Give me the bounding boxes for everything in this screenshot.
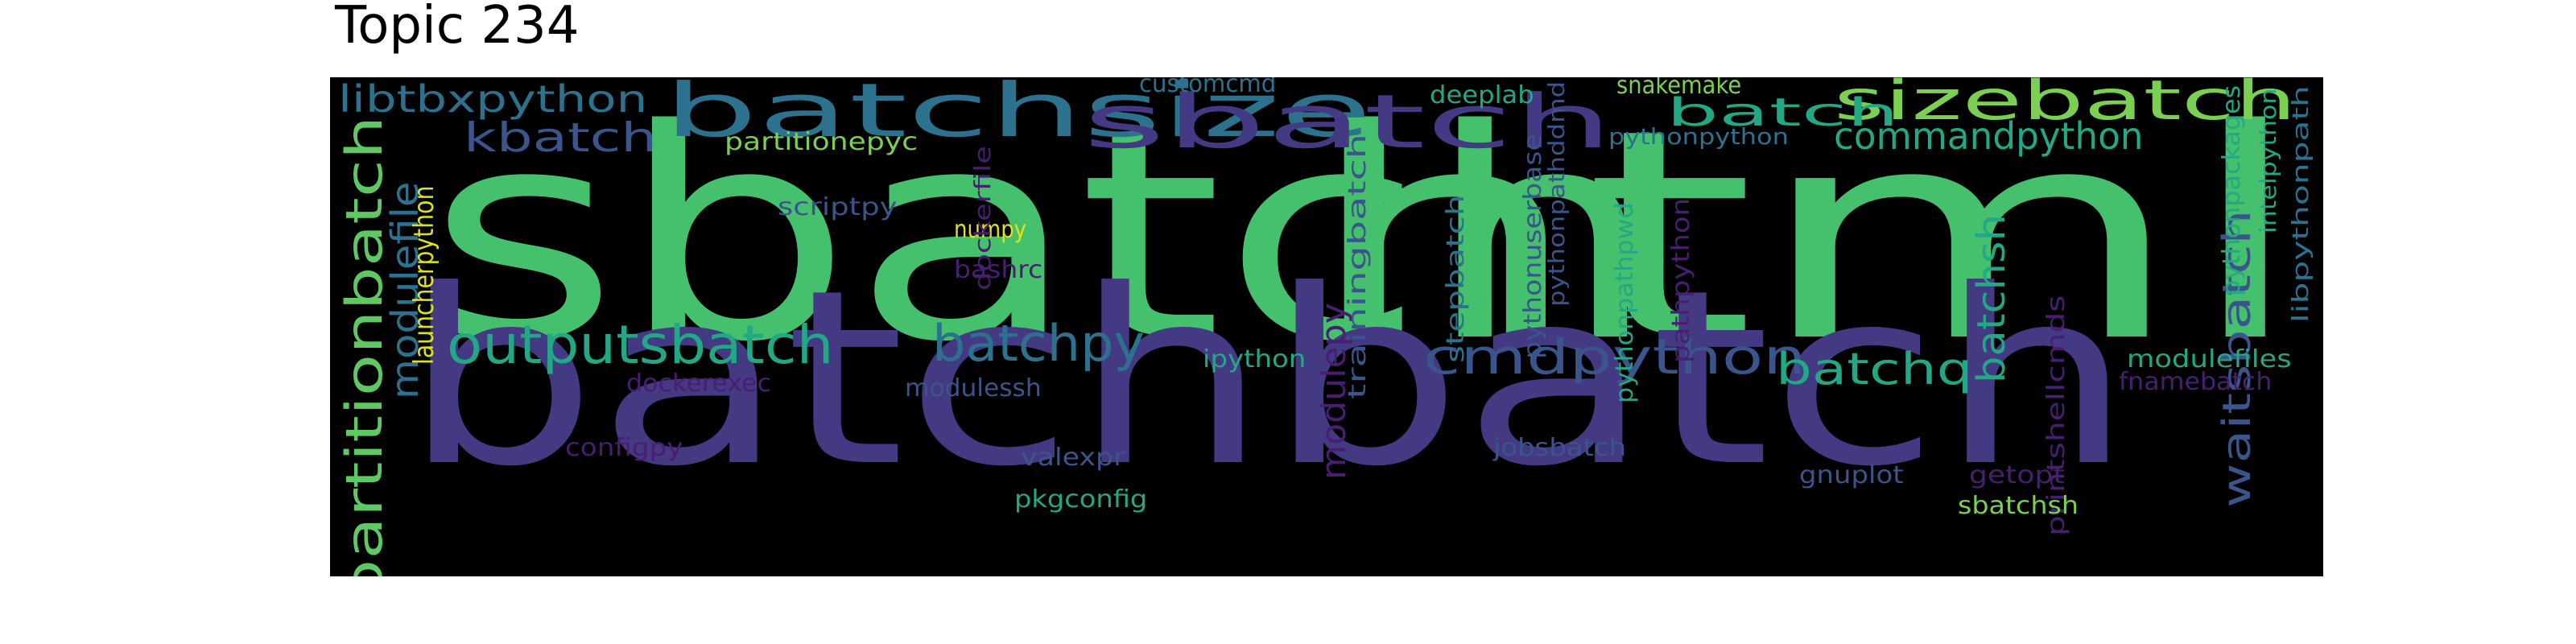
word-pathpython: pathpython [1667,197,1695,363]
word-pythonpython: pythonpython [1608,123,1789,150]
word-kbatch: kbatch [464,114,658,161]
word-batchq: batchq [1776,344,1973,394]
word-batchsh: batchsh [1969,214,2014,383]
word-customcmd: customcmd [1139,77,1277,98]
word-pythonuserbase: pythonuserbase [1519,134,1547,359]
word-batchpy: batchpy [932,314,1146,373]
word-scriptpy: scriptpy [778,193,898,221]
word-pkgconfig: pkgconfig [1014,485,1148,514]
word-numpy: numpy [954,216,1027,244]
word-cmdpython: cmdpython [1423,329,1806,386]
word-sizebatch: sizebatch [1834,77,2297,133]
word-outputsbatch: outputsbatch [447,314,834,376]
word-html: html [1304,77,2307,405]
word-fnamebatch: fnamebatch [2119,368,2273,396]
word-modulessh: modulessh [905,374,1042,402]
word-batch: batch [1666,90,1899,135]
word-libpythonpath: libpythonpath [2287,85,2314,324]
word-dockerfile: dockerfile [969,146,996,291]
word-modulefiles: modulefiles [2127,345,2292,374]
word-gnuplot: gnuplot [1799,461,1904,489]
word-trainingbatch: trainingbatch [1344,134,1372,399]
word-sbatchsh: sbatchsh [1958,492,2079,520]
word-deeplab: deeplab [1430,81,1534,109]
word-intelpython: intelpython [2255,88,2281,233]
word-valexpr: valexpr [1021,444,1125,472]
word-pythonpackages: pythonpackages [2218,85,2246,297]
word-partitionbatch: partitionbatch [335,115,394,576]
word-partitionepyc: partitionepyc [724,128,919,156]
word-bashrc: bashrc [954,256,1043,284]
word-launcherpython: launcherpython [408,185,440,365]
word-commandpython: commandpython [1834,114,2144,158]
word-ipython: ipython [1203,345,1307,374]
page-title: Topic 234 [335,0,580,56]
word-dockerexec: dockerexec [626,369,772,398]
word-libtbxpython: libtbxpython [338,77,648,121]
word-cloud: sbatch html batchbatch batchsize sbatch … [330,77,2323,576]
word-configpy: configpy [565,434,683,462]
word-pythonpathddmd: pythonpathddmd [1543,80,1570,308]
word-batchbatch: batchbatch [402,238,2133,519]
word-pythonpathpwd: pythonpathpwd [1611,202,1639,403]
word-snakemake: snakemake [1616,77,1742,100]
word-batchsize: batchsize [663,77,1373,154]
word-getopt: getopt [1969,461,2065,489]
word-stepbatch: stepbatch [1442,194,1470,363]
word-sbatch-medium: sbatch [1083,79,1614,165]
word-jobsbatch: jobsbatch [1493,434,1627,462]
word-sbatch-large: sbatch [427,77,1658,405]
